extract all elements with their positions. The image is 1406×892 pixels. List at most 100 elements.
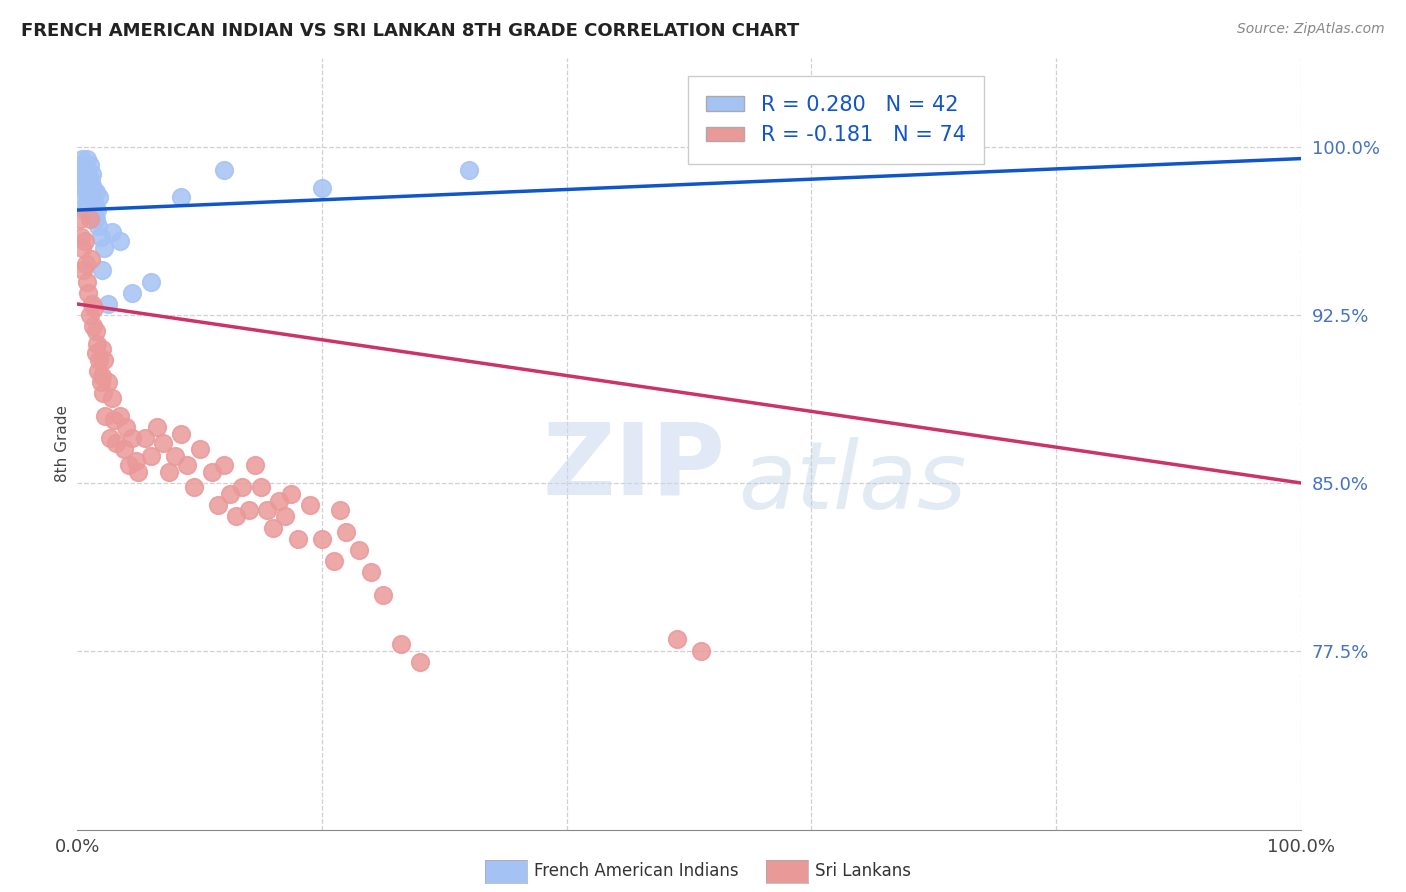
Text: Sri Lankans: Sri Lankans	[815, 863, 911, 880]
Point	[118, 458, 141, 472]
Point	[75, 162, 97, 177]
Point	[360, 566, 382, 580]
Point	[391, 637, 413, 651]
Point	[98, 431, 121, 445]
Point	[84, 324, 107, 338]
Point	[77, 285, 100, 300]
Text: Source: ZipAtlas.com: Source: ZipAtlas.com	[1237, 22, 1385, 37]
Point	[212, 162, 235, 177]
Point	[80, 297, 103, 311]
Point	[269, 493, 291, 508]
Point	[77, 167, 100, 181]
Point	[90, 342, 112, 356]
Legend: R = 0.280   N = 42, R = -0.181   N = 74: R = 0.280 N = 42, R = -0.181 N = 74	[688, 76, 984, 164]
Point	[97, 376, 120, 390]
Point	[89, 352, 111, 367]
Point	[105, 435, 128, 450]
Point	[86, 202, 108, 217]
Point	[201, 465, 224, 479]
Point	[170, 426, 193, 441]
Point	[274, 509, 297, 524]
Point	[80, 189, 103, 203]
Text: atlas: atlas	[738, 437, 966, 528]
Point	[170, 189, 193, 203]
Point	[409, 655, 432, 669]
Point	[72, 189, 94, 203]
Point	[134, 431, 156, 445]
Point	[311, 532, 333, 546]
Point	[371, 588, 394, 602]
Point	[347, 543, 370, 558]
Point	[77, 189, 100, 203]
Point	[82, 202, 104, 217]
Point	[69, 167, 91, 181]
Point	[79, 208, 101, 222]
Point	[256, 502, 278, 516]
Point	[665, 632, 688, 647]
Point	[146, 420, 169, 434]
Point	[80, 196, 103, 211]
Point	[76, 275, 98, 289]
Point	[335, 525, 357, 540]
Point	[125, 453, 148, 467]
Point	[75, 257, 97, 271]
Point	[207, 498, 229, 512]
Point	[73, 174, 96, 188]
Point	[79, 158, 101, 172]
Point	[219, 487, 242, 501]
Point	[90, 368, 112, 383]
Point	[79, 212, 101, 227]
Point	[115, 420, 138, 434]
Point	[165, 449, 187, 463]
Point	[70, 241, 93, 255]
Point	[262, 521, 284, 535]
Point	[100, 391, 122, 405]
Point	[93, 352, 115, 367]
Point	[457, 162, 479, 177]
Text: ZIP: ZIP	[543, 418, 725, 516]
Point	[212, 458, 235, 472]
Point	[75, 185, 97, 199]
Point	[329, 502, 352, 516]
Point	[76, 152, 98, 166]
Point	[243, 458, 266, 472]
Point	[121, 285, 143, 300]
Point	[157, 465, 180, 479]
Point	[183, 480, 205, 494]
Point	[70, 230, 93, 244]
Point	[323, 554, 346, 568]
Point	[238, 502, 260, 516]
Point	[280, 487, 302, 501]
Point	[90, 230, 112, 244]
Point	[127, 465, 149, 479]
Point	[90, 376, 112, 390]
Point	[287, 532, 309, 546]
Point	[231, 480, 253, 494]
Point	[152, 435, 174, 450]
Point	[70, 152, 93, 166]
Text: French American Indians: French American Indians	[534, 863, 740, 880]
Point	[87, 219, 110, 233]
Point	[108, 235, 131, 249]
Point	[73, 202, 96, 217]
Point	[250, 480, 273, 494]
Point	[311, 180, 333, 194]
Point	[112, 442, 135, 457]
Point	[103, 413, 125, 427]
Point	[90, 263, 112, 277]
Point	[108, 409, 131, 423]
Point	[80, 252, 103, 267]
Point	[93, 241, 115, 255]
Point	[70, 158, 93, 172]
Point	[97, 297, 120, 311]
Y-axis label: 8th Grade: 8th Grade	[55, 405, 70, 483]
Point	[79, 308, 101, 322]
Point	[70, 178, 93, 193]
Point	[87, 364, 110, 378]
Point	[84, 346, 107, 360]
Point	[83, 196, 105, 211]
Point	[76, 174, 98, 188]
Point	[69, 212, 91, 227]
Point	[690, 643, 713, 657]
Point	[100, 226, 122, 240]
